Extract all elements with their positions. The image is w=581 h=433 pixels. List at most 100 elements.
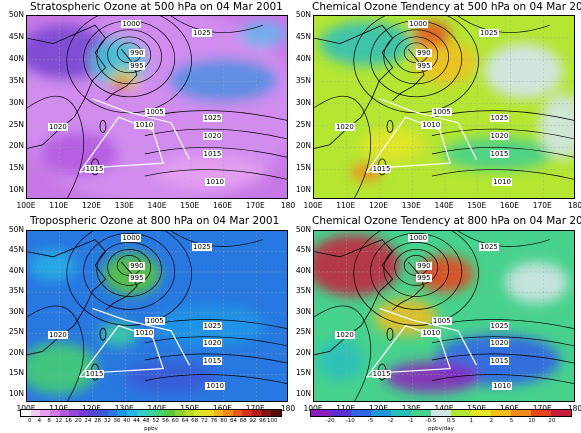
lon-tick-label: 100E [16, 404, 36, 413]
field-region [99, 321, 138, 347]
lon-tick-label: 150E [467, 404, 487, 413]
colorbar-swatch [88, 410, 98, 416]
lon-tick-label: 170E [532, 201, 552, 210]
lon-tick-label: 130E [114, 404, 134, 413]
isobar-label: 1020 [202, 339, 223, 348]
isobar-label: 1015 [84, 370, 105, 379]
isobar-label: 1015 [371, 165, 392, 174]
colorbar-swatch [155, 410, 166, 416]
isobar [107, 36, 152, 74]
lon-tick-label: 100E [16, 201, 36, 210]
isobar-label: 1020 [202, 131, 223, 140]
isobar-label: 995 [416, 274, 432, 282]
coastline [99, 120, 107, 133]
isobar [431, 353, 574, 364]
lat-tick-label: 30N [8, 97, 24, 107]
field-region [484, 43, 563, 99]
colorbar-tick-label: 24 [84, 418, 92, 424]
lon-tick-label: 100E [303, 201, 323, 210]
colorbar-swatch [184, 410, 195, 416]
lat-tick-label: 35N [8, 286, 24, 296]
colorbar-tick-label: 96 [259, 418, 267, 424]
colorbar-swatch [175, 410, 185, 416]
colorbar-tick-label: -1 [408, 418, 414, 424]
field-region [319, 21, 414, 66]
colorbar-swatch [69, 410, 79, 416]
lon-tick-label: 140E [147, 201, 167, 210]
lon-tick-label: 120E [368, 201, 389, 210]
colorbar-tick-label: 4 [37, 418, 42, 424]
lat-tick-label: 30N [295, 97, 311, 107]
colorbar-tick-label: 64 [181, 418, 189, 424]
isobar [457, 16, 550, 33]
colorbar-swatch [411, 410, 431, 416]
colorbar-swatch [451, 410, 471, 416]
isobar-label: 1025 [192, 28, 212, 37]
isobar-label: 990 [416, 261, 432, 270]
colorbar-tick-label: 84 [229, 418, 237, 424]
colorbar-swatch [98, 410, 108, 416]
colorbar-swatch [126, 410, 137, 416]
isobar-label: 1000 [121, 19, 142, 28]
lon-tick-label: 100E [303, 404, 323, 413]
lat-tick-label: 45N [8, 31, 24, 41]
lat-tick-label: 50N [8, 10, 24, 19]
colorbar-swatch [471, 410, 491, 416]
lat-tick-label: 15N [8, 163, 24, 173]
isobar [383, 29, 449, 85]
isobar-label: 1010 [205, 177, 225, 186]
colorbar-swatch [311, 410, 331, 416]
lat-tick-label: 20N [295, 141, 311, 151]
lat-tick-label: 20N [8, 141, 24, 151]
isobar [457, 231, 550, 247]
colorbar-tick-label: 20 [74, 418, 82, 424]
panel-title: Chemical Ozone Tendency at 500 hPa on 04… [312, 1, 581, 13]
field-region [27, 342, 98, 395]
isobar [27, 305, 85, 401]
isobar-label: 1015 [489, 150, 510, 159]
colorbar-swatch [391, 410, 411, 416]
isobar [394, 36, 439, 74]
lon-tick-label: 170E [532, 404, 552, 413]
colorbar-swatch [40, 410, 50, 416]
colorbar-swatch [203, 410, 214, 416]
field-region [413, 21, 451, 48]
flight-track [379, 307, 477, 366]
lon-tick-label: 180 [567, 404, 581, 413]
colorbar-tick-label: 28 [94, 418, 102, 424]
panel-title: Tropospheric Ozone at 800 hPa on 04 Mar … [30, 215, 280, 227]
lat-tick-label: 40N [8, 265, 24, 275]
lat-tick-label: 40N [8, 53, 24, 63]
map-area: 1000 990 995 1005 1010 1025 1025 1020 1015 1010 10… [313, 230, 575, 402]
isobar-label: 1010 [205, 382, 225, 391]
lat-tick-label: 45N [295, 245, 311, 255]
isobar-label: 1025 [489, 113, 510, 122]
isobar [144, 353, 287, 364]
lat-tick-label: 45N [295, 31, 311, 41]
isobar [66, 231, 192, 326]
isobar-label: 1010 [492, 177, 512, 186]
lat-tick-label: 50N [295, 10, 311, 19]
lon-tick-label: 140E [434, 404, 454, 413]
lat-tick-label: 10N [8, 388, 24, 398]
field-region [239, 21, 287, 48]
map-area: 1000 990 995 1005 1010 1025 1025 1020 1015 1010 10… [26, 15, 288, 199]
isobar-label: 1010 [134, 120, 155, 129]
lat-tick-label: 50N [8, 225, 24, 234]
lat-tick-label: 45N [8, 245, 24, 255]
colorbar-swatch [242, 410, 252, 416]
lon-tick-label: 150E [180, 404, 200, 413]
colorbar-tick-label: 12 [55, 418, 63, 424]
isobar-label: 1020 [489, 339, 510, 348]
colorbar-swatch [136, 410, 147, 416]
lon-tick-label: 150E [180, 201, 200, 210]
colorbar-tick-label: -20 [325, 418, 335, 424]
lon-tick-label: 120E [81, 404, 102, 413]
lat-tick-label: 10N [295, 388, 311, 398]
panel-title: Chemical Ozone Tendency at 800 hPa on 04… [312, 215, 581, 227]
field-region [316, 339, 364, 381]
flight-track [92, 307, 190, 366]
isobar-label: 1010 [134, 329, 155, 338]
colorbar-tick-label: 100 [267, 418, 278, 424]
isobar-label: 1020 [47, 330, 68, 339]
